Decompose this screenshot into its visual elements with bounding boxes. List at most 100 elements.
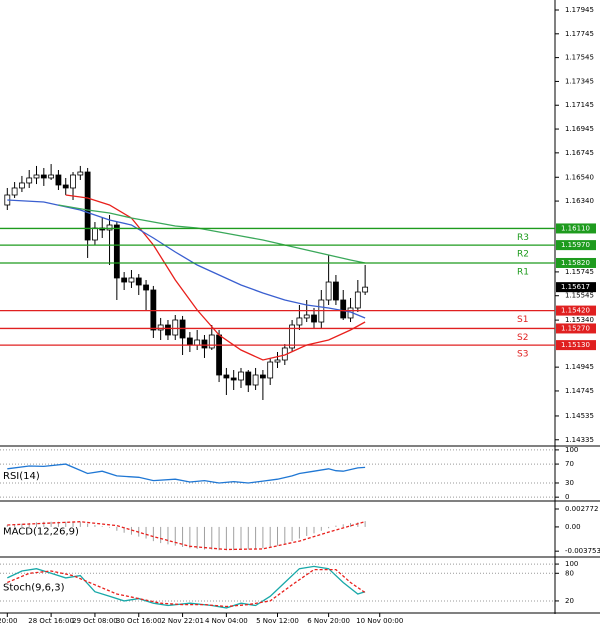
y-tick-label: 0.002772 [565,505,598,513]
candle-body [340,299,347,319]
candle-body [33,174,40,179]
candle-body [70,174,76,189]
candle-body [296,317,303,326]
candle-body [252,374,259,386]
last-price: 1.15617 [561,283,590,291]
candle-body [274,359,281,363]
x-tick-label: 4 Nov 04:00 [205,617,248,625]
candle-body [311,314,317,323]
level-price: 1.15420 [561,307,590,315]
level-price-box [556,223,596,234]
y-tick-label: 1.17945 [565,6,594,14]
candle-body [201,339,208,349]
y-tick-label: 1.14745 [565,387,594,395]
candle-body [230,377,237,381]
x-tick-label: 30 Oct 16:00 [116,617,162,625]
level-price: 1.15820 [561,259,590,267]
y-tick-label: 1.15745 [565,268,594,276]
candle-body [267,361,274,379]
candle-body [303,314,310,319]
candle-body [194,339,201,346]
candle-body [354,291,361,309]
y-tick-label: 70 [565,460,574,468]
level-price: 1.15970 [561,241,590,249]
candle-body [55,174,62,186]
y-tick-label: 20 [565,597,574,605]
candle-body [128,277,135,283]
y-tick-label: 1.16945 [565,125,594,133]
candle-body [333,281,339,301]
level-price-box [556,323,596,334]
x-tick-label: 20:00 [0,617,17,625]
y-tick-label: 1.14335 [565,436,594,444]
candle-body [362,286,369,293]
candle-body [223,374,230,379]
panel-title: MACD(12,26,9) [3,527,79,538]
candle-body [165,324,171,336]
y-tick-label: 1.17345 [565,77,594,85]
x-tick-label: 2 Nov 22:01 [161,617,204,625]
indicator-line [7,463,366,484]
candle-body [186,337,193,346]
y-tick-label: 1.17745 [565,30,594,38]
x-tick-label: 29 Oct 08:00 [72,617,118,625]
y-tick-label: 0 [565,493,569,501]
x-tick-label: 5 Nov 12:00 [256,617,299,625]
y-tick-label: 1.16745 [565,149,594,157]
y-tick-label: 100 [565,560,578,568]
y-tick-label: 1.17545 [565,54,594,62]
level-price: 1.16110 [561,224,590,232]
candle-body [289,324,296,349]
candle-body [245,371,252,386]
indicator-line [7,521,366,551]
candle-body [216,334,222,376]
candle-body [40,174,47,179]
candle-body [143,284,149,291]
level-price-box [556,257,596,268]
candle-body [92,227,98,241]
candle-body [113,224,120,279]
y-tick-label: 1.16340 [565,197,594,205]
candle-body [238,371,244,381]
y-tick-label: 1.17145 [565,101,594,109]
candle-body [106,224,113,231]
last-price-box [556,282,596,293]
panel-title: RSI(14) [3,471,40,482]
candle-body [135,277,142,286]
candle-body [157,324,164,331]
level-price: 1.15270 [561,324,590,332]
level-price: 1.15130 [561,341,590,349]
candle-body [19,182,25,189]
y-tick-label: 30 [565,479,574,487]
x-tick-label: 28 Oct 16:00 [28,617,74,625]
y-tick-label: 1.16540 [565,173,594,181]
y-tick-label: 0.00 [565,523,581,531]
candle-body [259,374,266,379]
y-tick-label: -0.003753 [565,547,600,555]
level-label: R3 [517,233,529,243]
level-price-box [556,305,596,316]
y-tick-label: 1.14945 [565,363,594,371]
level-label: R2 [517,250,529,260]
candle-body [325,281,332,301]
x-tick-label: 10 Nov 00:00 [356,617,403,625]
level-label: S3 [517,350,528,360]
indicator-line [58,204,366,264]
level-label: S1 [517,315,528,325]
candle-body [84,171,91,241]
candle-body [11,187,18,196]
indicator-line [7,565,366,609]
candle-body [62,184,69,189]
level-price-box [556,240,596,251]
level-label: S2 [517,333,528,343]
candle-body [26,177,33,184]
candle-body [172,319,179,336]
level-price-box [556,340,596,351]
candle-body [208,334,215,349]
candle-body [121,277,128,283]
candle-body [48,174,55,179]
indicator-line [7,199,366,319]
level-label: R1 [517,267,529,277]
